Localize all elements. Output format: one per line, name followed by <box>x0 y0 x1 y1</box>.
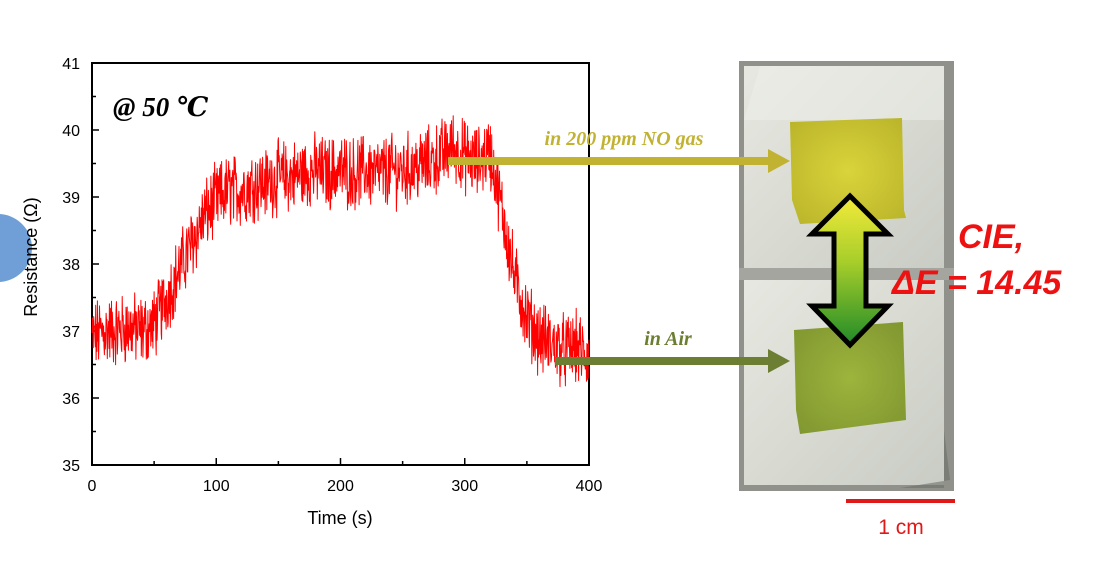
resistance-chart: 0 100 200 300 400 35 36 37 38 39 40 41 @ 50 ℃ Time … <box>21 56 602 528</box>
x-tick-label: 300 <box>451 478 478 495</box>
sample-film-gas <box>790 118 906 224</box>
y-tick-label: 35 <box>62 458 80 475</box>
y-tick-label: 38 <box>62 257 80 274</box>
x-tick-label: 0 <box>88 478 97 495</box>
scale-bar-label: 1 cm <box>878 516 924 539</box>
y-tick-label: 40 <box>62 123 80 140</box>
y-axis-title: Resistance (Ω) <box>21 197 41 317</box>
delta-e-value: ΔE = 14.45 <box>890 264 1062 302</box>
y-tick-label: 39 <box>62 190 80 207</box>
axis-ticks <box>91 62 590 466</box>
y-tick-label: 41 <box>62 56 80 73</box>
y-tick-label: 36 <box>62 391 80 408</box>
arrow-gas-label: in 200 ppm NO gas <box>545 128 704 150</box>
y-tick-label: 37 <box>62 324 80 341</box>
x-tick-label: 100 <box>203 478 230 495</box>
x-tick-label: 400 <box>576 478 603 495</box>
arrow-air <box>555 349 790 373</box>
scale-bar <box>846 499 955 503</box>
double-arrow-icon <box>805 192 895 349</box>
sample-film-air <box>794 322 906 434</box>
resistance-trace <box>91 115 590 388</box>
x-axis-title: Time (s) <box>307 508 372 528</box>
arrow-air-label: in Air <box>644 328 692 350</box>
arrow-gas <box>448 149 790 173</box>
x-tick-label: 200 <box>327 478 354 495</box>
chart-title: @ 50 ℃ <box>113 92 208 122</box>
axis-tick-labels: 0 100 200 300 400 35 36 37 38 39 40 41 <box>62 56 602 495</box>
cie-label: CIE, <box>958 218 1024 256</box>
plot-frame <box>91 62 590 466</box>
